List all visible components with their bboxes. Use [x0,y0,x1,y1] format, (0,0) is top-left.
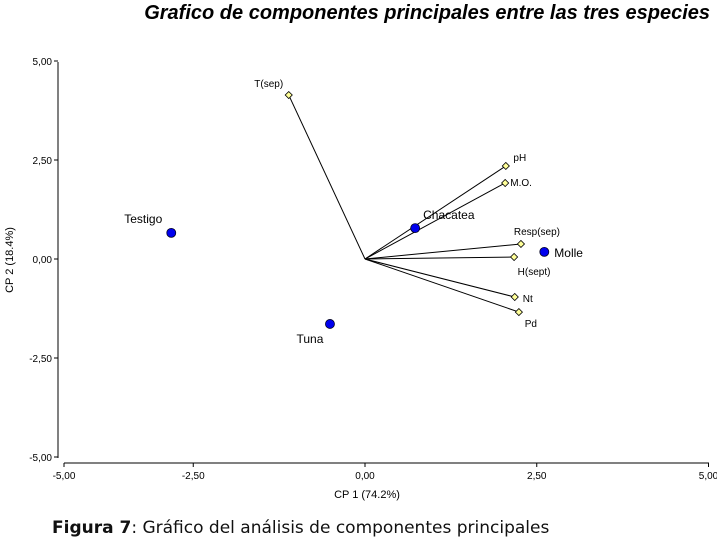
figure-number: Figura 7 [52,518,132,538]
y-tick-label: -2,50 [29,354,52,365]
biplot-chart: -5,00 -2,50 0,00 2,50 5,00 5,00 2,50 0,00 -2,50 -… [4,57,717,501]
vector-end-marker [510,292,519,302]
vector-label: Nt [523,294,533,305]
data-point [166,227,177,238]
vector-line [288,94,366,260]
vector-line [364,258,515,298]
x-tick-label: -2,50 [182,471,205,482]
y-tick-label: 2,50 [33,156,53,167]
y-axis-title: CP 2 (18.4%) [4,227,16,293]
vector-label: Pd [525,319,537,330]
data-point [410,223,421,234]
point-label: Testigo [124,212,162,226]
vector-end-marker [516,239,526,249]
point-label: Chacatea [423,208,475,222]
figure-caption: Figura 7: Gráfico del análisis de compon… [52,518,549,538]
y-tick-label: 5,00 [33,57,53,68]
vector-line [364,243,521,260]
vector-end-marker [501,161,510,171]
point-label: Tuna [297,332,324,346]
vector-line [364,182,506,260]
data-point [539,246,550,257]
data-point [325,319,335,329]
vector-label: Resp(sep) [514,227,560,238]
vector-end-marker [514,307,523,317]
x-tick-label: 5,00 [699,471,717,482]
vector-end-marker [284,90,293,100]
vector-end-marker [501,178,510,188]
y-tick-label: 0,00 [33,255,53,266]
vector-label: pH [513,153,526,164]
x-tick-label: 2,50 [527,471,547,482]
vector-line [364,256,515,260]
vector-end-marker [509,252,519,262]
x-axis-title: CP 1 (74.2%) [334,489,400,501]
x-tick-label: 0,00 [355,471,375,482]
vector-label: H(sept) [518,267,551,278]
caption-text: : Gráfico del análisis de componentes pr… [131,518,550,538]
point-label: Molle [554,246,583,260]
vector-label: T(sep) [254,79,283,90]
vector-line [364,165,507,260]
y-tick-label: -5,00 [29,453,52,464]
x-tick-label: -5,00 [53,471,76,482]
chart-title: Grafico de componentes principales entre… [144,2,710,24]
vector-line [364,258,520,313]
vector-label: M.O. [510,178,532,189]
